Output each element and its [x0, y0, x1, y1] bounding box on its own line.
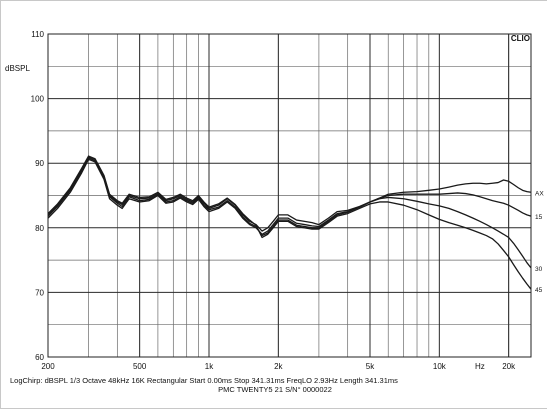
series-labels: AX 15 30 45 — [535, 190, 544, 294]
series-line-15 — [47, 158, 532, 235]
series-line-AX — [47, 156, 532, 232]
y-tick-label: 100 — [31, 95, 45, 104]
y-axis-label: dBSPL — [5, 64, 30, 73]
plot-border — [47, 33, 532, 358]
series-label: AX — [535, 190, 544, 197]
x-axis-unit-label: Hz — [475, 362, 485, 371]
footer-settings-line: LogChirp: dBSPL 1/3 Octave 48kHz 16K Rec… — [10, 376, 398, 385]
series-layer — [47, 155, 532, 290]
series-label: 15 — [535, 214, 543, 221]
clio-logo: CLIO — [511, 34, 530, 43]
footer-device-line: PMC TWENTY5 21 S/N° 0000022 — [218, 385, 332, 394]
x-tick-label: 1k — [205, 362, 214, 371]
y-tick-label: 60 — [35, 353, 44, 362]
y-tick-label: 80 — [35, 224, 44, 233]
y-tick-labels: 110 100 90 80 70 60 — [31, 30, 45, 362]
y-tick-label: 110 — [31, 30, 44, 39]
x-tick-label: 200 — [41, 362, 55, 371]
x-tick-labels: 200 500 1k 2k 5k 10k 20k — [41, 362, 516, 371]
y-tick-label: 70 — [35, 288, 44, 297]
x-tick-label: 20k — [502, 362, 516, 371]
series-label: 30 — [535, 266, 543, 273]
x-tick-label: 5k — [366, 362, 375, 371]
x-tick-label: 500 — [133, 362, 147, 371]
series-line-45 — [47, 155, 532, 290]
x-tick-label: 2k — [274, 362, 283, 371]
x-tick-label: 10k — [433, 362, 447, 371]
y-tick-label: 90 — [35, 159, 44, 168]
series-label: 45 — [535, 287, 543, 294]
series-line-30 — [47, 157, 532, 269]
